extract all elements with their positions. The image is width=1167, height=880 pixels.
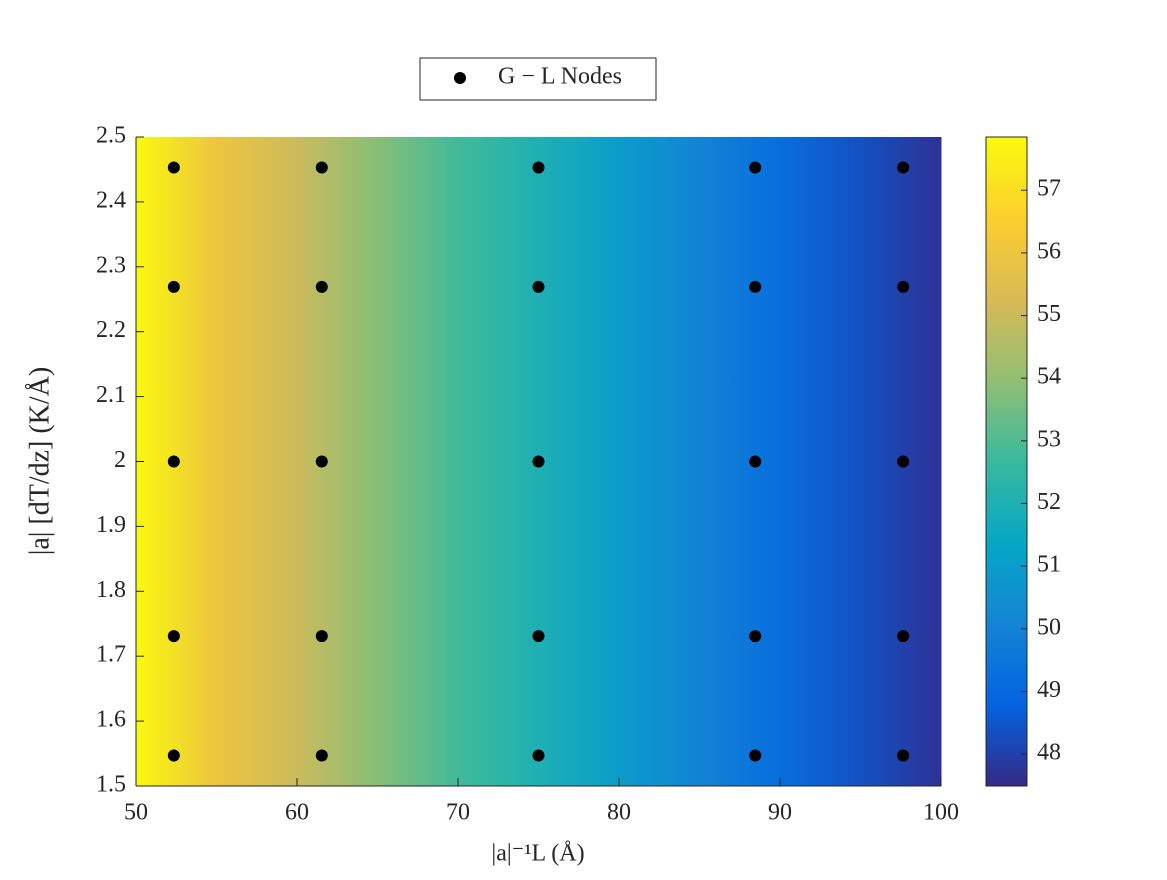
node-point: [749, 161, 762, 174]
node-point: [749, 280, 762, 293]
colorbar-tick-label: 52: [1037, 489, 1061, 515]
legend-label: G − L Nodes: [498, 64, 622, 90]
y-tick-label: 1.8: [96, 577, 126, 603]
y-tick-label: 2.1: [96, 382, 126, 408]
y-tick-label: 1.7: [96, 642, 126, 668]
x-tick-label: 60: [285, 800, 309, 826]
colorbar-tick-label: 54: [1037, 364, 1061, 390]
node-point: [897, 630, 910, 643]
node-point: [532, 280, 545, 293]
node-point: [315, 161, 328, 174]
y-tick-label: 2.3: [96, 252, 126, 278]
colorbar-tick-label: 56: [1037, 238, 1061, 264]
colorbar-tick-label: 48: [1037, 740, 1061, 766]
y-tick-label: 1.9: [96, 512, 126, 538]
y-tick-label: 2.4: [96, 187, 126, 213]
x-tick-label: 70: [446, 800, 470, 826]
node-point: [749, 749, 762, 762]
y-tick-label: 2.5: [96, 123, 126, 149]
node-point: [749, 455, 762, 468]
contour-cell: [780, 461, 861, 787]
colorbar-tick-label: 53: [1037, 426, 1061, 452]
x-tick-label: 50: [124, 800, 148, 826]
contour-cell: [136, 137, 217, 462]
node-point: [532, 749, 545, 762]
y-tick-label: 1.6: [96, 707, 126, 733]
contour-cell: [377, 137, 459, 462]
contour-cell: [699, 137, 781, 462]
contour-cell: [297, 137, 378, 462]
y-tick-label: 1.5: [96, 772, 126, 798]
node-point: [315, 749, 328, 762]
contour-cell: [538, 137, 620, 462]
contour-cell: [377, 461, 459, 787]
colorbar: [985, 136, 1028, 787]
node-point: [315, 280, 328, 293]
x-tick-label: 100: [923, 800, 959, 826]
contour-cell: [458, 137, 539, 462]
node-point: [167, 280, 180, 293]
node-point: [167, 455, 180, 468]
contour-cell: [780, 137, 861, 462]
x-tick-label: 90: [768, 800, 792, 826]
node-point: [315, 630, 328, 643]
contour-cell: [216, 461, 298, 787]
colorbar-tick-label: 57: [1037, 176, 1061, 202]
y-axis-label: |a| [dT/dz] (K/Å): [24, 367, 55, 555]
x-tick-label: 80: [607, 800, 631, 826]
node-point: [897, 280, 910, 293]
contour-cell: [619, 461, 700, 787]
contour-cell: [538, 461, 620, 787]
contour-cell: [136, 461, 217, 787]
contour-cell: [216, 137, 298, 462]
node-point: [897, 749, 910, 762]
node-point: [315, 455, 328, 468]
y-tick-label: 2: [114, 447, 126, 473]
legend-marker: [454, 72, 466, 84]
node-point: [532, 161, 545, 174]
colorbar-tick-label: 55: [1037, 301, 1061, 327]
colorbar-tick-label: 50: [1037, 614, 1061, 640]
colorbar-tick-label: 49: [1037, 677, 1061, 703]
node-point: [532, 455, 545, 468]
contour-cell: [699, 461, 781, 787]
colorbar-tick-label: 51: [1037, 552, 1061, 578]
node-point: [167, 749, 180, 762]
contour-cell: [458, 461, 539, 787]
node-point: [897, 455, 910, 468]
contour-cell: [860, 461, 942, 787]
node-point: [532, 630, 545, 643]
node-point: [167, 161, 180, 174]
node-point: [167, 630, 180, 643]
contour-cell: [619, 137, 700, 462]
contour-cell: [297, 461, 378, 787]
contour-cell: [860, 137, 942, 462]
y-tick-label: 2.2: [96, 317, 126, 343]
x-axis-label: |a|⁻¹L (Å): [491, 841, 584, 867]
node-point: [749, 630, 762, 643]
node-point: [897, 161, 910, 174]
